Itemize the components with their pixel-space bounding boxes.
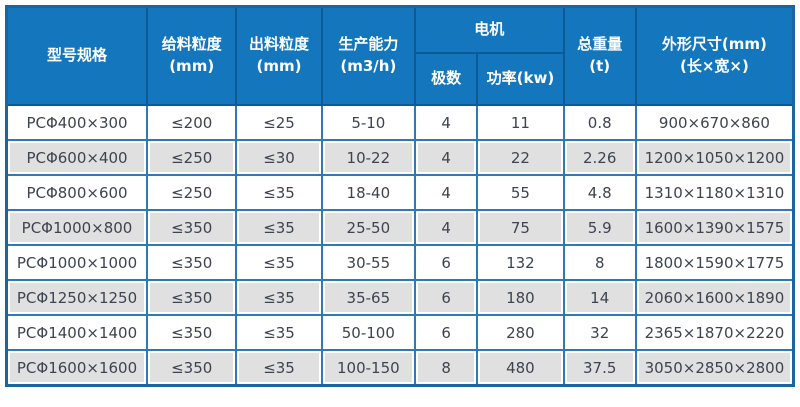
cell: 30-55 [320, 244, 417, 281]
col-header-model: 型号规格 [5, 5, 149, 106]
table-row: PCΦ1400×1400 ≤350 ≤35 50-100 6 280 32 2365×1870… [5, 314, 795, 351]
cell: 900×670×860 [634, 104, 795, 141]
cell: 22 [476, 139, 565, 176]
cell: ≤35 [235, 349, 323, 387]
cell: ≤35 [235, 244, 323, 281]
cell: 55 [476, 174, 565, 211]
col-header-line: (mm) [169, 57, 215, 75]
cell: ≤250 [146, 174, 238, 211]
cell: ≤35 [235, 174, 323, 211]
table-header: 型号规格 给料粒度 (mm) 出料粒度 (mm) 生产能力 (m3/h) 电机 … [5, 5, 795, 106]
cell: 5.9 [562, 209, 637, 246]
spec-table: 型号规格 给料粒度 (mm) 出料粒度 (mm) 生产能力 (m3/h) 电机 … [5, 5, 795, 387]
cell: ≤25 [235, 104, 323, 141]
cell: 11 [476, 104, 565, 141]
cell: ≤350 [146, 279, 238, 316]
cell: PCΦ1000×1000 [5, 244, 149, 281]
cell: 4 [414, 174, 479, 211]
cell: PCΦ1250×1250 [5, 279, 149, 316]
col-header-weight: 总重量 (t) [562, 5, 637, 106]
cell: 2365×1870×2220 [634, 314, 795, 351]
cell: 2060×1600×1890 [634, 279, 795, 316]
col-header-line: 生产能力 [338, 35, 399, 54]
cell: 8 [414, 349, 479, 387]
cell: 4 [414, 104, 479, 141]
cell: PCΦ600×400 [5, 139, 149, 176]
cell: PCΦ400×300 [5, 104, 149, 141]
cell: ≤35 [235, 279, 323, 316]
col-header-line: (m3/h) [340, 57, 397, 75]
cell: 1800×1590×1775 [634, 244, 795, 281]
cell: 14 [562, 279, 637, 316]
cell: 4.8 [562, 174, 637, 211]
cell: 8 [562, 244, 637, 281]
col-header-power: 功率(kw) [476, 52, 565, 106]
table-row: PCΦ600×400 ≤250 ≤30 10-22 4 22 2.26 1200×1050×1… [5, 139, 795, 176]
cell: 75 [476, 209, 565, 246]
cell: 2.26 [562, 139, 637, 176]
cell: ≤350 [146, 349, 238, 387]
cell: 280 [476, 314, 565, 351]
cell: 4 [414, 209, 479, 246]
cell: PCΦ1400×1400 [5, 314, 149, 351]
col-header-line: 总重量 [577, 35, 623, 54]
cell: ≤200 [146, 104, 238, 141]
cell: 3050×2850×2800 [634, 349, 795, 387]
col-header-capacity: 生产能力 (m3/h) [320, 5, 417, 106]
cell: 6 [414, 314, 479, 351]
cell: ≤250 [146, 139, 238, 176]
table-row: PCΦ400×300 ≤200 ≤25 5-10 4 11 0.8 900×670×860 [5, 104, 795, 141]
cell: 18-40 [320, 174, 417, 211]
col-header-feed-size: 给料粒度 (mm) [146, 5, 238, 106]
table-row: PCΦ1250×1250 ≤350 ≤35 35-65 6 180 14 2060×1600×… [5, 279, 795, 316]
col-header-motor-group: 电机 [414, 5, 565, 54]
cell: PCΦ1600×1600 [5, 349, 149, 387]
cell: 50-100 [320, 314, 417, 351]
table-row: PCΦ1000×1000 ≤350 ≤35 30-55 6 132 8 1800×1590×1… [5, 244, 795, 281]
cell: 132 [476, 244, 565, 281]
table-row: PCΦ1000×800 ≤350 ≤35 25-50 4 75 5.9 1600×1390×1… [5, 209, 795, 246]
col-header-poles: 极数 [414, 52, 479, 106]
cell: 0.8 [562, 104, 637, 141]
cell: ≤350 [146, 209, 238, 246]
cell: 1310×1180×1310 [634, 174, 795, 211]
col-header-line: 外形尺寸(mm) [661, 35, 767, 54]
cell: 25-50 [320, 209, 417, 246]
cell: 5-10 [320, 104, 417, 141]
cell: ≤35 [235, 209, 323, 246]
cell: 4 [414, 139, 479, 176]
col-header-line: 给料粒度 [161, 35, 222, 54]
cell: 1600×1390×1575 [634, 209, 795, 246]
col-header-discharge-size: 出料粒度 (mm) [235, 5, 323, 106]
table-row: PCΦ1600×1600 ≤350 ≤35 100-150 8 480 37.5 3050×2… [5, 349, 795, 387]
cell: ≤350 [146, 314, 238, 351]
col-header-line: (长×宽×) [679, 57, 749, 75]
cell: ≤30 [235, 139, 323, 176]
cell: PCΦ800×600 [5, 174, 149, 211]
cell: 10-22 [320, 139, 417, 176]
col-header-line: 出料粒度 [249, 35, 310, 54]
table-body: PCΦ400×300 ≤200 ≤25 5-10 4 11 0.8 900×670×860 PC… [5, 104, 795, 387]
col-header-line: (t) [589, 57, 611, 75]
cell: 6 [414, 244, 479, 281]
cell: 480 [476, 349, 565, 387]
cell: 6 [414, 279, 479, 316]
cell: PCΦ1000×800 [5, 209, 149, 246]
cell: 37.5 [562, 349, 637, 387]
cell: 32 [562, 314, 637, 351]
cell: ≤35 [235, 314, 323, 351]
cell: 1200×1050×1200 [634, 139, 795, 176]
cell: 35-65 [320, 279, 417, 316]
cell: ≤350 [146, 244, 238, 281]
cell: 180 [476, 279, 565, 316]
col-header-line: (mm) [256, 57, 302, 75]
cell: 100-150 [320, 349, 417, 387]
table-row: PCΦ800×600 ≤250 ≤35 18-40 4 55 4.8 1310×1180×13… [5, 174, 795, 211]
col-header-dimensions: 外形尺寸(mm) (长×宽×) [634, 5, 795, 106]
